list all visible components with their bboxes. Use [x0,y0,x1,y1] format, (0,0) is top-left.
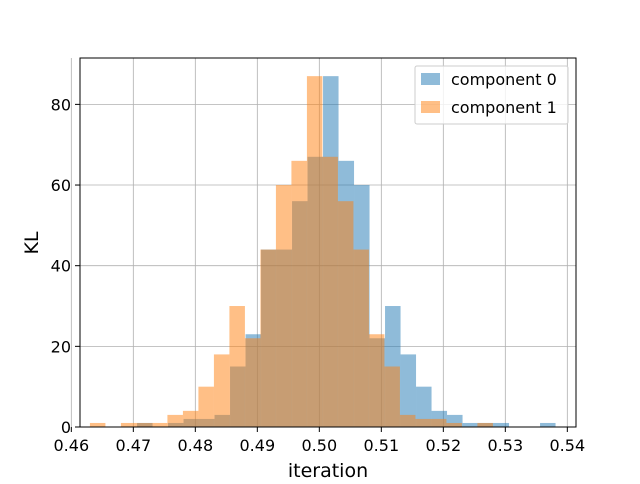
y-tick-label: 40 [51,257,71,276]
histogram-bar-component-1 [291,160,307,427]
x-tick-label: 0.47 [116,436,152,455]
histogram-bar-component-1 [275,185,292,427]
histogram-bar-component-1 [260,249,276,427]
histogram-bar-component-1 [477,422,493,427]
x-tick-label: 0.54 [550,436,586,455]
histogram-bar-component-1 [353,249,369,427]
histogram-bar-component-1 [229,306,245,427]
histogram-bar-component-1 [368,334,385,427]
axis-ticks: 0.46 0.47 0.48 0.49 0.50 0.51 0.52 0.53 0.54 0 20 4… [51,95,585,455]
histogram-bar-component-1 [306,76,323,428]
x-tick-label: 0.46 [54,436,90,455]
histogram-bar-component-1 [136,422,152,427]
x-tick-label: 0.48 [178,436,214,455]
histogram-bar-component-0 [493,422,510,427]
histogram-bar-component-1 [384,366,400,427]
histogram-bar-component-1 [446,422,462,427]
series-component-1 [89,76,493,428]
histogram-bar-component-0 [462,422,479,427]
y-tick-label: 0 [61,418,71,437]
x-tick-label: 0.51 [364,436,400,455]
histogram-bar-component-1 [89,422,106,427]
x-tick-label: 0.53 [488,436,524,455]
histogram-bar-component-1 [213,354,230,427]
histogram-bar-component-0 [416,386,432,427]
y-axis-label: KL [21,231,43,254]
x-axis-label: iteration [288,460,368,480]
x-tick-label: 0.50 [302,436,338,455]
legend-swatch-component-1 [421,101,440,113]
histogram-bar-component-1 [415,418,431,427]
legend-label-component-1: component 1 [451,98,557,117]
y-tick-label: 80 [51,95,71,114]
histogram-bar-component-1 [120,422,137,427]
y-tick-label: 60 [51,176,71,195]
legend: component 0 component 1 [414,65,569,125]
histogram-bar-component-1 [322,156,338,427]
plot-frame [79,57,577,428]
histogram-bar-component-1 [430,418,447,427]
histogram-bar-component-1 [198,386,214,427]
histogram-bar-component-1 [337,201,354,427]
histogram-bar-component-1 [399,414,416,427]
legend-swatch-component-0 [421,73,440,85]
bars [89,76,556,428]
legend-box [414,65,569,125]
y-tick-label: 20 [51,337,71,356]
x-tick-label: 0.52 [426,436,462,455]
x-tick-label: 0.49 [240,436,276,455]
histogram-bar-component-1 [244,338,261,427]
histogram-bar-component-0 [400,354,417,427]
histogram-bar-component-1 [151,422,168,427]
histogram-bar-component-1 [167,414,183,427]
legend-label-component-0: component 0 [451,70,557,89]
histogram-bar-component-1 [182,410,199,427]
histogram-bar-component-0 [540,422,556,427]
